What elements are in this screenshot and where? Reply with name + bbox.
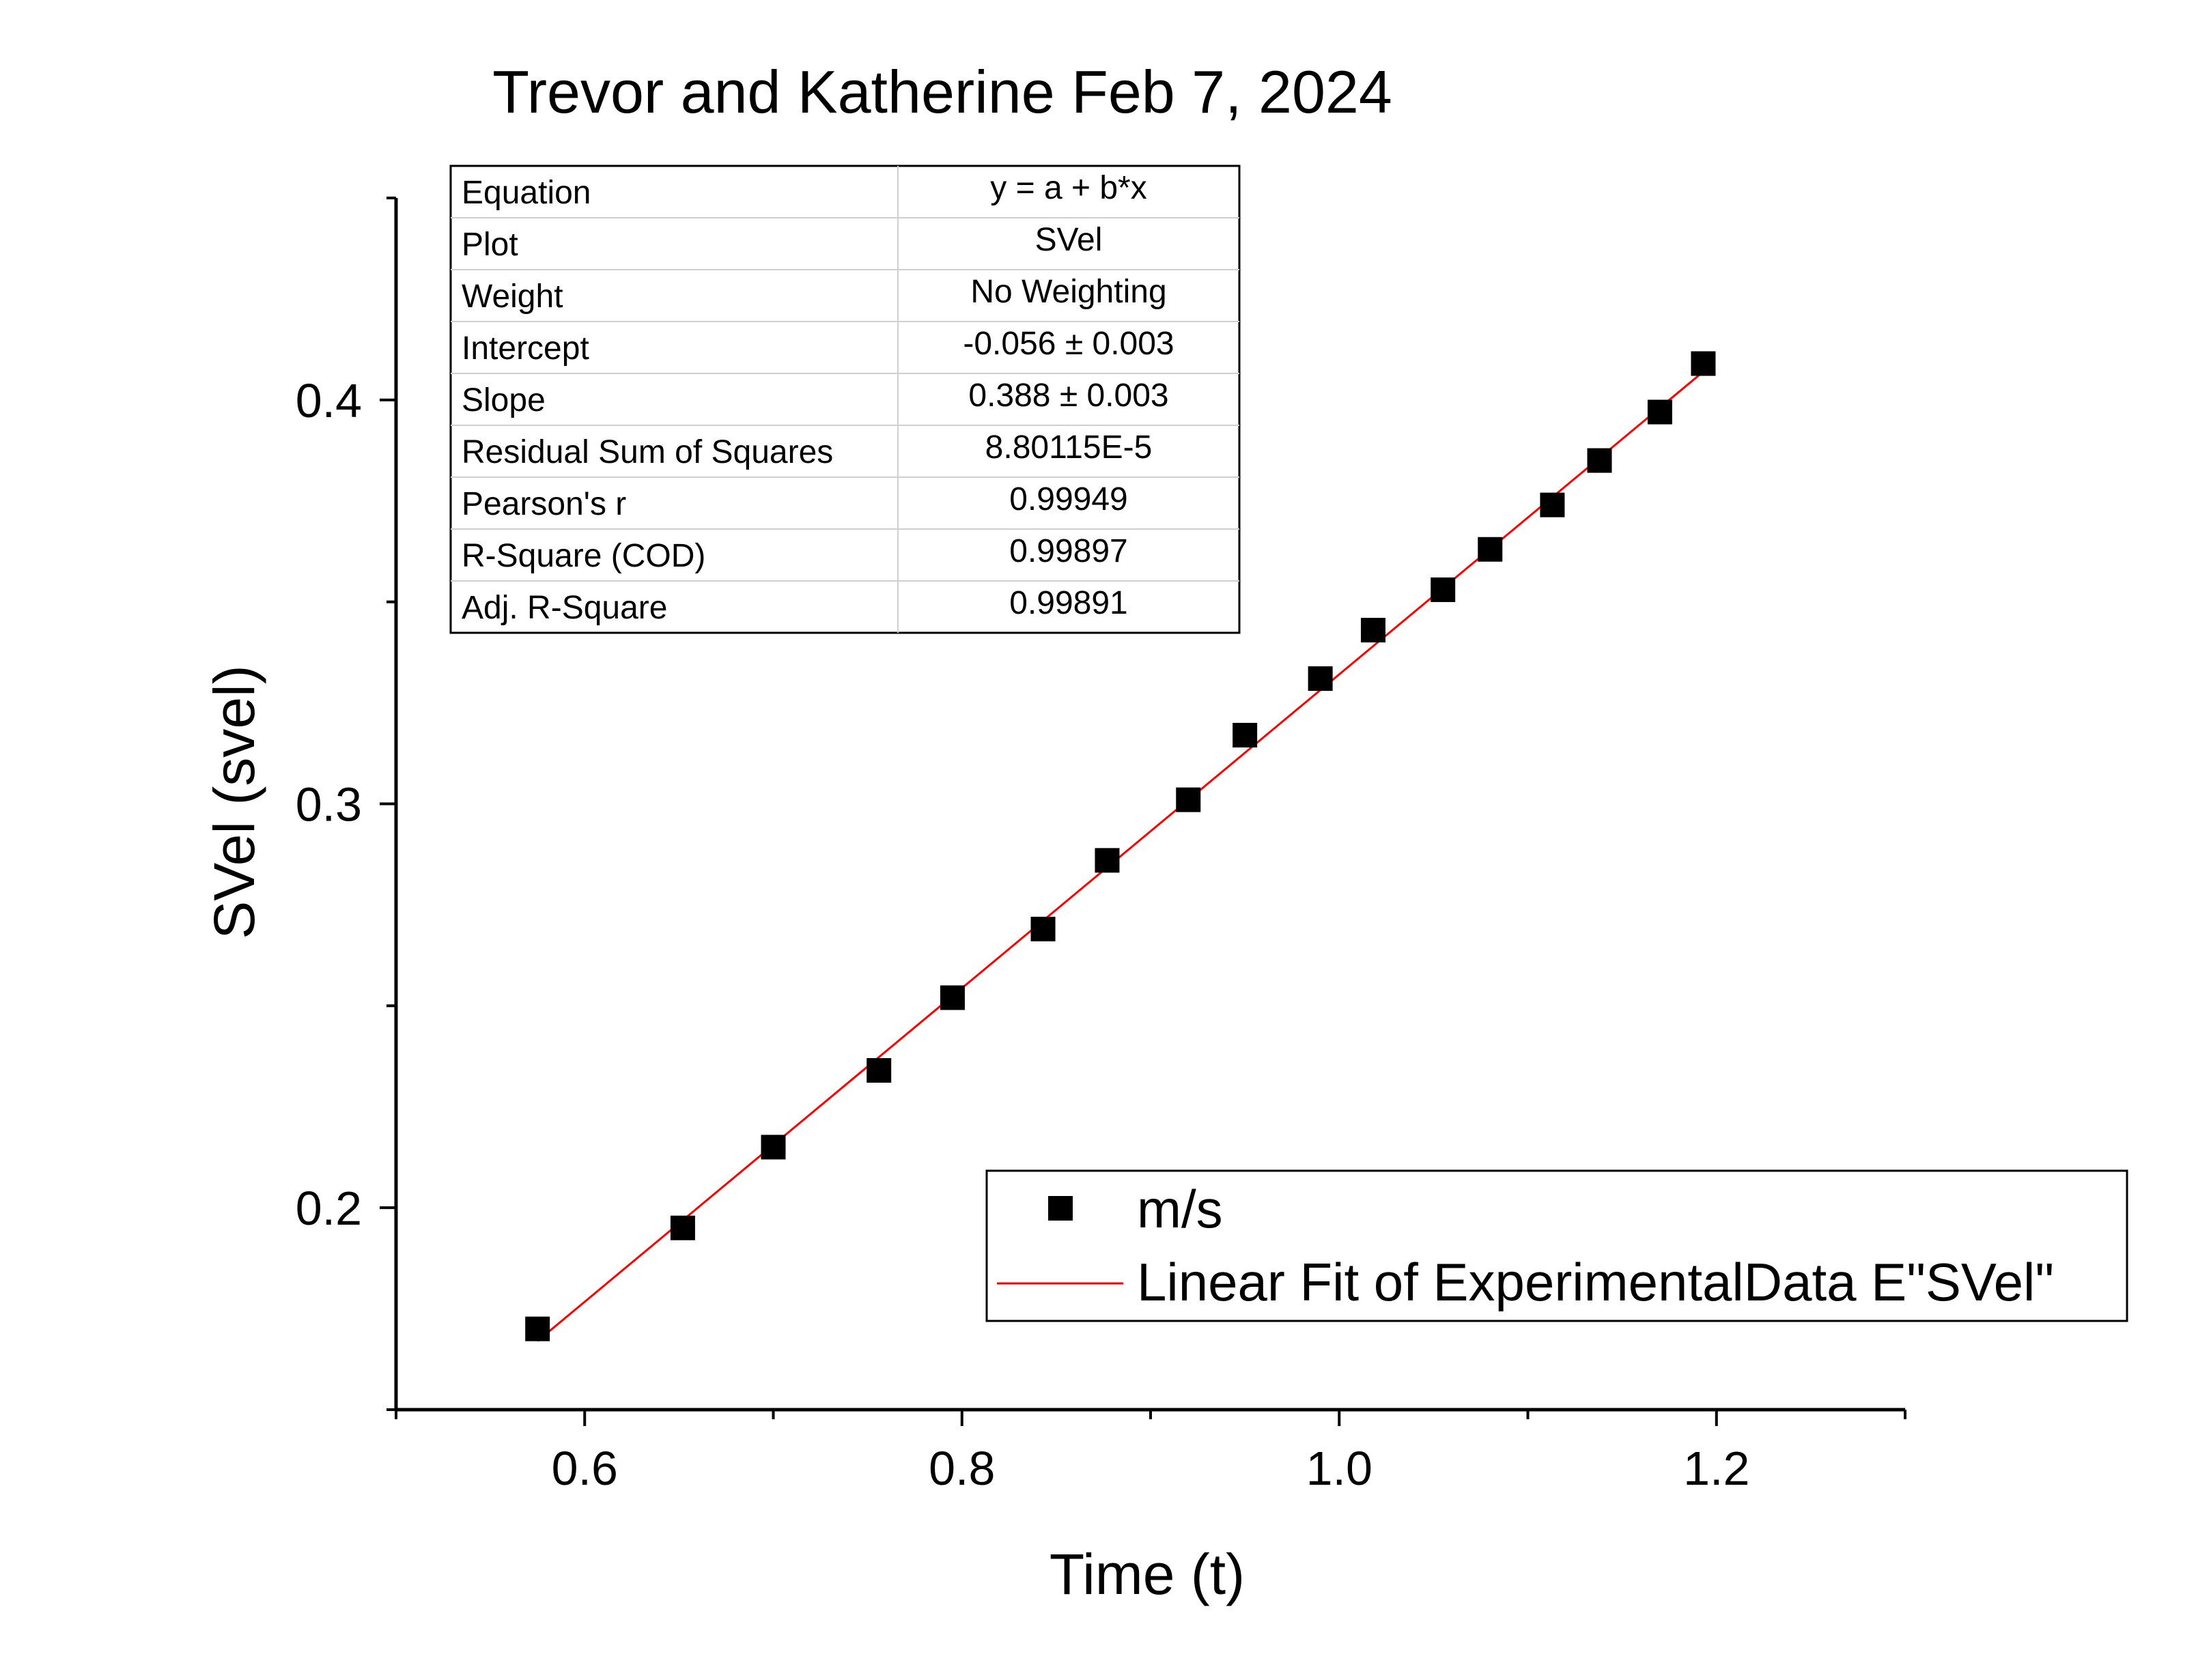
data-point — [1587, 448, 1612, 473]
data-point — [670, 1215, 695, 1240]
y-axis-label: SVel (svel) — [202, 665, 266, 939]
data-point — [1360, 618, 1385, 643]
fit-table-value: 8.80115E-5 — [985, 429, 1153, 466]
fit-table-value: 0.99949 — [1009, 481, 1128, 517]
y-tick-label: 0.2 — [296, 1182, 362, 1235]
x-axis-label: Time (t) — [1050, 1542, 1245, 1606]
linear-fit-line — [537, 371, 1704, 1342]
data-point — [1431, 577, 1456, 602]
fit-table-label: Plot — [462, 227, 518, 263]
fit-table-value: 0.99891 — [1009, 585, 1128, 621]
legend-box — [985, 1169, 2128, 1322]
fit-table-value: 0.388 ± 0.003 — [968, 378, 1168, 414]
fit-table-label: Pearson's r — [462, 486, 626, 522]
fit-table-label: Adj. R-Square — [462, 590, 667, 626]
fit-table-value: -0.056 ± 0.003 — [963, 326, 1174, 362]
data-point — [1540, 492, 1565, 517]
fit-table-value: No Weighting — [970, 274, 1166, 310]
data-point — [1647, 399, 1672, 425]
points-layer — [525, 351, 1716, 1341]
legend: m/s Linear Fit of ExperimentalData E"SVe… — [985, 1169, 2128, 1322]
data-point — [1095, 848, 1120, 873]
fit-results-table: Equation y = a + b*x Plot SVel Weight No Weig… — [449, 165, 1241, 634]
chart-title: Trevor and Katherine Feb 7, 2024 — [492, 58, 1392, 126]
data-point — [940, 985, 965, 1010]
y-tick-label: 0.3 — [296, 778, 362, 831]
fit-table-label: Weight — [462, 279, 563, 315]
data-point — [761, 1135, 786, 1160]
x-tick-label: 0.6 — [552, 1442, 618, 1495]
legend-label-fit: Linear Fit of ExperimentalData E"SVel" — [1137, 1252, 2054, 1312]
data-point — [867, 1058, 892, 1083]
fit-table-label: Residual Sum of Squares — [462, 434, 833, 470]
fit-table-label: Equation — [462, 175, 591, 211]
y-tick-label: 0.4 — [296, 374, 362, 427]
data-point — [1030, 916, 1056, 941]
data-point — [1233, 722, 1258, 748]
fit-table-label: Slope — [462, 382, 546, 418]
data-point — [1176, 787, 1201, 812]
data-point — [525, 1316, 550, 1341]
x-tick-label: 1.2 — [1683, 1442, 1749, 1495]
fit-line-layer — [537, 371, 1704, 1342]
legend-label-data: m/s — [1137, 1179, 1223, 1239]
data-point — [1308, 666, 1333, 692]
data-point — [1691, 351, 1716, 376]
legend-marker-square — [1048, 1196, 1073, 1221]
fit-table-value: 0.99897 — [1009, 533, 1128, 569]
x-tick-label: 1.0 — [1306, 1442, 1372, 1495]
data-point — [1478, 537, 1503, 562]
fit-table-value: SVel — [1035, 222, 1103, 258]
fit-table-value: y = a + b*x — [990, 170, 1146, 206]
axes: 0.6 0.8 1.0 1.2 0.2 0.3 0.4 — [296, 197, 1906, 1495]
fit-table-label: R-Square (COD) — [462, 538, 705, 574]
fit-table-label: Intercept — [462, 330, 589, 367]
fit-table-frame — [449, 165, 1241, 634]
x-tick-label: 0.8 — [929, 1442, 995, 1495]
